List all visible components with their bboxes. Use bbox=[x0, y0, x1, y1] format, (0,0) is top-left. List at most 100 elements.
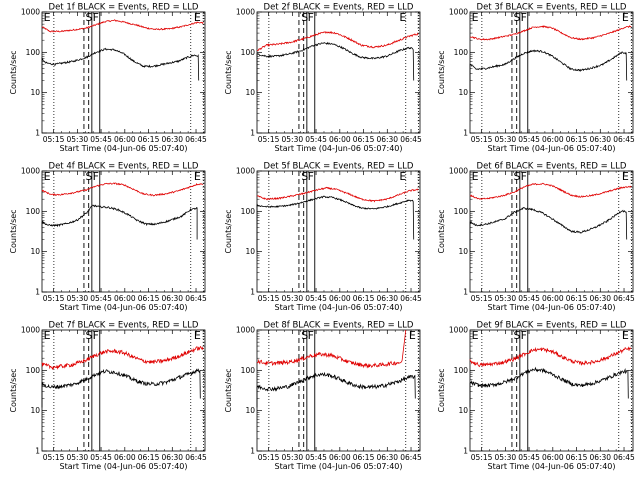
x-axis-label: Start Time (04-Jun-06 05:07:40) bbox=[60, 144, 188, 153]
y-tick-label: 1 bbox=[463, 288, 468, 297]
y-tick-label: 10 bbox=[245, 88, 255, 97]
lld-series-line bbox=[256, 30, 419, 52]
y-tick-label: 1 bbox=[35, 129, 40, 138]
x-tick-label: 05:30 bbox=[495, 135, 517, 144]
y-tick-label: 1000 bbox=[236, 167, 255, 176]
det-panel-9: Det 9f BLACK = Events, RED = LLD 1 10 100 10… bbox=[437, 321, 635, 472]
y-tick-label: 1 bbox=[463, 447, 468, 456]
event-marker-e: E bbox=[472, 170, 479, 183]
event-marker-e: E bbox=[622, 329, 629, 342]
panel-title: Det 4f BLACK = Events, RED = LLD bbox=[49, 162, 199, 172]
x-tick-label: 06:45 bbox=[185, 294, 207, 303]
plot-frame bbox=[469, 11, 634, 134]
event-marker-f: F bbox=[308, 11, 314, 24]
x-tick-label: 05:30 bbox=[495, 294, 517, 303]
y-tick-label: 1000 bbox=[449, 167, 468, 176]
events-series-line bbox=[469, 207, 628, 252]
plot-frame bbox=[469, 170, 634, 293]
det-panel-7: Det 7f BLACK = Events, RED = LLD 1 10 100 10… bbox=[9, 321, 207, 472]
event-marker-e: E bbox=[399, 170, 406, 183]
x-tick-label: 06:00 bbox=[329, 294, 351, 303]
lld-series-line bbox=[256, 329, 407, 369]
x-tick-label: 05:30 bbox=[67, 453, 89, 462]
events-series-line bbox=[41, 204, 198, 252]
events-series-line bbox=[469, 49, 628, 93]
x-tick-label: 05:45 bbox=[90, 294, 112, 303]
x-tick-label: 06:30 bbox=[589, 453, 611, 462]
x-tick-label: 06:45 bbox=[400, 135, 422, 144]
det-panel-2: Det 2f BLACK = Events, RED = LLD 1 10 100 10… bbox=[224, 3, 422, 154]
event-marker-e: E bbox=[622, 11, 629, 24]
x-axis-label: Start Time (04-Jun-06 05:07:40) bbox=[488, 462, 616, 471]
x-tick-label: 06:15 bbox=[566, 294, 588, 303]
x-tick-label: 06:00 bbox=[542, 453, 564, 462]
x-axis-label: Start Time (04-Jun-06 05:07:40) bbox=[60, 462, 188, 471]
y-tick-label: 10 bbox=[245, 406, 255, 415]
y-axis-label: Counts/sec bbox=[9, 368, 18, 412]
lld-series-line bbox=[469, 24, 632, 41]
y-axis-label: Counts/sec bbox=[437, 50, 446, 94]
x-tick-label: 06:15 bbox=[138, 135, 160, 144]
event-marker-f: F bbox=[521, 170, 527, 183]
plot-frame bbox=[41, 170, 206, 293]
y-tick-label: 10 bbox=[30, 247, 40, 256]
lld-series-line bbox=[469, 346, 632, 368]
events-series-line bbox=[469, 366, 629, 408]
det-panel-8: Det 8f BLACK = Events, RED = LLD 1 10 100 10… bbox=[224, 321, 422, 472]
x-tick-label: 06:00 bbox=[114, 453, 136, 462]
x-tick-label: 05:15 bbox=[258, 135, 280, 144]
x-tick-label: 06:15 bbox=[353, 135, 375, 144]
events-series-line bbox=[41, 47, 200, 93]
x-tick-label: 05:45 bbox=[305, 453, 327, 462]
event-marker-s: S bbox=[301, 11, 308, 24]
lld-series-line bbox=[41, 345, 204, 371]
event-marker-s: S bbox=[514, 11, 521, 24]
x-tick-label: 06:30 bbox=[161, 453, 183, 462]
x-tick-label: 06:45 bbox=[400, 294, 422, 303]
x-tick-label: 06:30 bbox=[376, 453, 398, 462]
event-marker-e: E bbox=[44, 11, 51, 24]
y-tick-label: 1000 bbox=[236, 326, 255, 335]
event-marker-f: F bbox=[521, 11, 527, 24]
plot-frame bbox=[256, 11, 421, 134]
x-tick-label: 05:15 bbox=[43, 294, 65, 303]
x-tick-label: 05:45 bbox=[90, 453, 112, 462]
event-marker-e: E bbox=[472, 329, 479, 342]
x-axis-label: Start Time (04-Jun-06 05:07:40) bbox=[488, 144, 616, 153]
y-tick-label: 1000 bbox=[21, 167, 40, 176]
x-axis-label: Start Time (04-Jun-06 05:07:40) bbox=[488, 303, 616, 312]
events-series-line bbox=[256, 41, 415, 93]
y-tick-label: 100 bbox=[26, 48, 41, 57]
panel-title: Det 3f BLACK = Events, RED = LLD bbox=[477, 3, 627, 13]
panel-title: Det 9f BLACK = Events, RED = LLD bbox=[477, 321, 627, 331]
x-tick-label: 05:30 bbox=[282, 294, 304, 303]
x-tick-label: 06:30 bbox=[376, 294, 398, 303]
x-tick-label: 06:45 bbox=[185, 453, 207, 462]
x-tick-label: 05:45 bbox=[518, 135, 540, 144]
y-tick-label: 1000 bbox=[21, 326, 40, 335]
event-marker-s: S bbox=[301, 329, 308, 342]
x-tick-label: 06:00 bbox=[114, 135, 136, 144]
y-tick-label: 100 bbox=[241, 207, 256, 216]
y-tick-label: 10 bbox=[458, 247, 468, 256]
panel-title: Det 8f BLACK = Events, RED = LLD bbox=[264, 321, 414, 331]
event-marker-f: F bbox=[308, 170, 314, 183]
y-axis-label: Counts/sec bbox=[224, 368, 233, 412]
events-series-line bbox=[256, 371, 416, 408]
x-tick-label: 06:30 bbox=[589, 135, 611, 144]
y-axis-label: Counts/sec bbox=[9, 209, 18, 253]
x-tick-label: 06:15 bbox=[138, 294, 160, 303]
events-series-line bbox=[41, 368, 201, 408]
det-panel-3: Det 3f BLACK = Events, RED = LLD 1 10 100 10… bbox=[437, 3, 635, 154]
x-tick-label: 06:00 bbox=[542, 135, 564, 144]
x-tick-label: 05:15 bbox=[258, 294, 280, 303]
y-tick-label: 10 bbox=[458, 406, 468, 415]
x-axis-label: Start Time (04-Jun-06 05:07:40) bbox=[275, 144, 403, 153]
event-marker-s: S bbox=[86, 11, 93, 24]
y-axis-label: Counts/sec bbox=[437, 368, 446, 412]
event-marker-s: S bbox=[514, 329, 521, 342]
det-panel-1: Det 1f BLACK = Events, RED = LLD 1 10 100 10… bbox=[9, 3, 207, 154]
x-axis-label: Start Time (04-Jun-06 05:07:40) bbox=[60, 303, 188, 312]
y-tick-label: 10 bbox=[458, 88, 468, 97]
